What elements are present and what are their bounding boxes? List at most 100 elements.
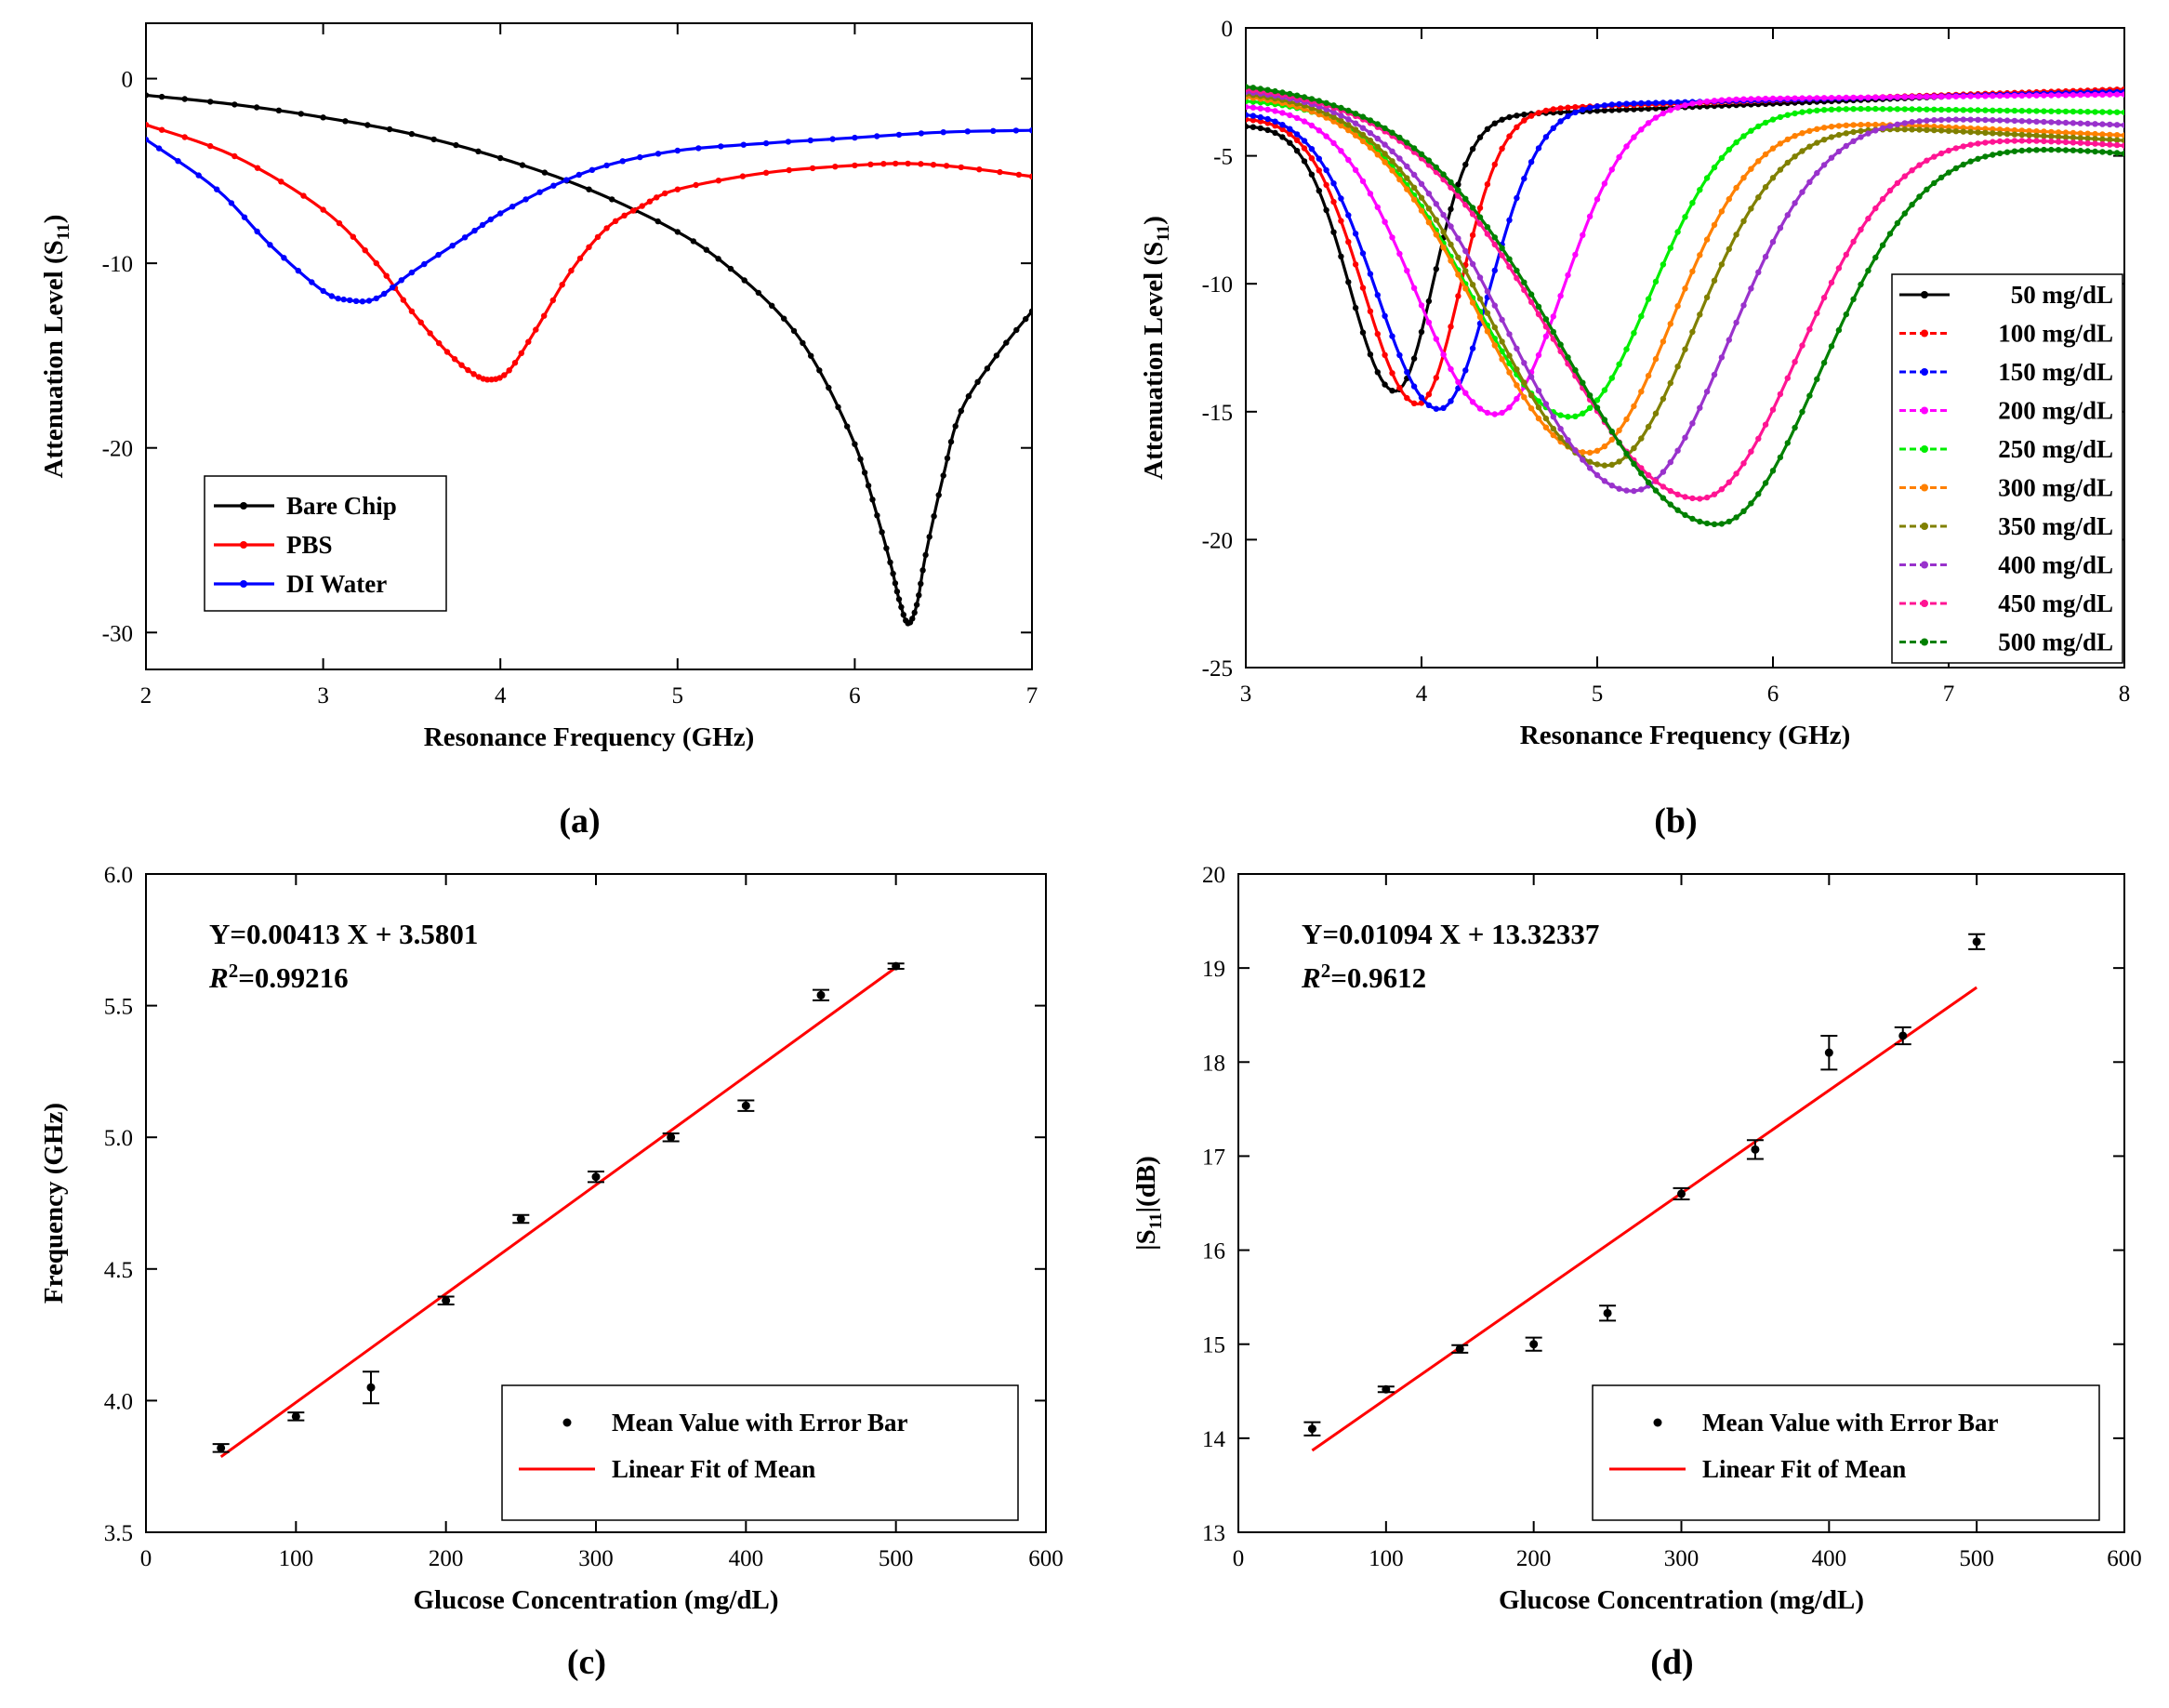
series-line-300-mg-dL-marker [1491,342,1499,349]
series-line-450-mg-dL-marker [1967,141,1974,148]
series-line-500-mg-dL-marker [1901,210,1908,217]
series-line-500-mg-dL-marker [1418,151,1425,157]
series-line-250-mg-dL-marker [1748,127,1754,134]
series-pbs-line-marker [541,312,548,319]
series-line-450-mg-dL-marker [1652,478,1660,484]
series-line-400-mg-dL-marker [1711,371,1718,378]
data-point [516,1214,525,1224]
r-squared-value: =0.9612 [1330,961,1426,994]
series-line-250-mg-dL-marker [1623,346,1630,352]
series-line-100-mg-dL-marker [1491,161,1499,168]
series-di-water-line-marker [408,269,416,276]
series-bare-chip-line-marker [1023,315,1029,323]
series-line-250-mg-dL-marker [1674,229,1681,235]
series-line-200-mg-dL-marker [1382,218,1388,225]
series-line-400-mg-dL-marker [1476,274,1484,281]
series-line-450-mg-dL-marker [1674,491,1681,497]
series-line-200-mg-dL-marker [1820,95,1828,101]
series-line-200-mg-dL-marker [2113,91,2121,98]
r-squared-symbol: R [1301,961,1321,994]
series-pbs-line-marker [458,362,465,368]
legend-label-mean: Mean Value with Error Bar [1702,1409,1999,1437]
series-line-50-mg-dL-marker [1660,105,1667,112]
series-line-50-mg-dL-marker [1382,381,1388,388]
series-line-200-mg-dL-marker [1703,98,1711,105]
data-point [1898,1031,1908,1040]
series-line-50-mg-dL-marker [1594,108,1601,114]
series-line-150-mg-dL-marker [1425,402,1433,408]
series-line-450-mg-dL-marker [2033,138,2040,144]
x-tick-label: 200 [1516,1546,1552,1571]
fit-equation: Y=0.00413 X + 3.5801 [209,918,478,950]
series-di-water-line-marker [359,298,366,305]
y-axis-title-subscript: 11 [1154,225,1173,242]
series-line-400-mg-dL-marker [1967,116,1974,123]
series-line-500-mg-dL-marker [1586,392,1594,399]
series-line-150-mg-dL-marker [1338,195,1344,202]
series-line-250-mg-dL-marker [1784,112,1792,118]
series-line-500-mg-dL-marker [1491,234,1499,241]
series-line-200-mg-dL-marker [1762,95,1769,102]
series-line-250-mg-dL-marker [1697,187,1703,193]
series-line-450-mg-dL-marker [1799,342,1805,349]
series-line-300-mg-dL-marker [2062,129,2070,136]
y-tick-label: 14 [1202,1427,1226,1452]
legend-label: 350 mg/dL [1998,512,2113,540]
series-pbs-line-marker [654,194,660,201]
series-line-200-mg-dL-marker [2018,92,2025,99]
series-line-150-mg-dL-marker [1272,118,1278,125]
series-line-400-mg-dL-marker [1616,485,1622,492]
series-line-300-mg-dL-marker [1865,121,1871,128]
series-line-50-mg-dL-marker [1264,126,1271,134]
series-di-water-line-marker [918,130,925,137]
series-line-350-mg-dL-marker [2004,130,2011,138]
series-line-350-mg-dL-marker [1491,324,1499,331]
data-point [667,1132,676,1142]
series-di-water-line-marker [328,293,335,299]
series-line-500-mg-dL-marker [1484,224,1491,231]
series-line-250-mg-dL-marker [1755,123,1762,130]
series-line-450-mg-dL-marker [1865,215,1871,222]
series-line-50-mg-dL-marker [1410,355,1418,362]
series-line-100-mg-dL-marker [1359,285,1367,291]
series-line-150-mg-dL-marker [1396,351,1403,359]
series-bare-chip-line-marker [895,596,903,602]
series-line-250-mg-dL-marker [2041,108,2047,114]
series-line-250-mg-dL-marker [1777,113,1784,121]
series-line-500-mg-dL-marker [1850,296,1857,302]
series-line-150-mg-dL-marker [1572,109,1579,116]
series-line-250-mg-dL-marker [1645,296,1652,302]
series-line-500-mg-dL-marker [1916,193,1923,200]
series-di-water-line-marker [347,297,353,304]
series-line-300-mg-dL-marker [1740,175,1747,181]
series-line-250-mg-dL-marker [1996,107,2004,114]
series-line-250-mg-dL-marker [1828,106,1835,113]
series-line-200-mg-dL-marker [1580,232,1586,238]
y-tick-label: -20 [102,437,133,462]
series-line-350-mg-dL-marker [1894,126,1901,133]
series-line-150-mg-dL-marker [1389,333,1395,339]
series-line-350-mg-dL-marker [1396,166,1403,173]
series-line-200-mg-dL-marker [1279,110,1286,116]
series-line-200-mg-dL-marker [1996,92,2004,99]
series-line-500-mg-dL-marker [1828,343,1835,350]
series-line-300-mg-dL-marker [1586,449,1594,456]
series-line-500-mg-dL-marker [1740,508,1747,514]
series-line-150-mg-dL-marker [1631,100,1637,107]
series-line-200-mg-dL-marker [1396,250,1403,258]
legend-marker [1921,483,1928,492]
series-line-200-mg-dL-marker [1667,107,1674,113]
series-line-100-mg-dL-marker [1264,120,1271,126]
series-line-50-mg-dL-marker [1652,105,1660,112]
series-bare-chip-line-marker [231,101,238,108]
series-line-250-mg-dL-marker [1835,106,1843,113]
series-line-150-mg-dL-marker [1246,112,1250,118]
y-axis-title: Attenuation Level (S11) [39,215,73,479]
series-line-200-mg-dL-marker [1740,96,1747,102]
series-line-300-mg-dL-marker [1476,313,1484,321]
series-line-200-mg-dL-marker [1455,378,1461,385]
series-line-350-mg-dL-marker [1499,338,1505,345]
series-line-100-mg-dL-marker [1338,218,1344,224]
series-line-400-mg-dL-marker [1440,211,1447,218]
series-line-500-mg-dL-marker [1594,404,1601,411]
